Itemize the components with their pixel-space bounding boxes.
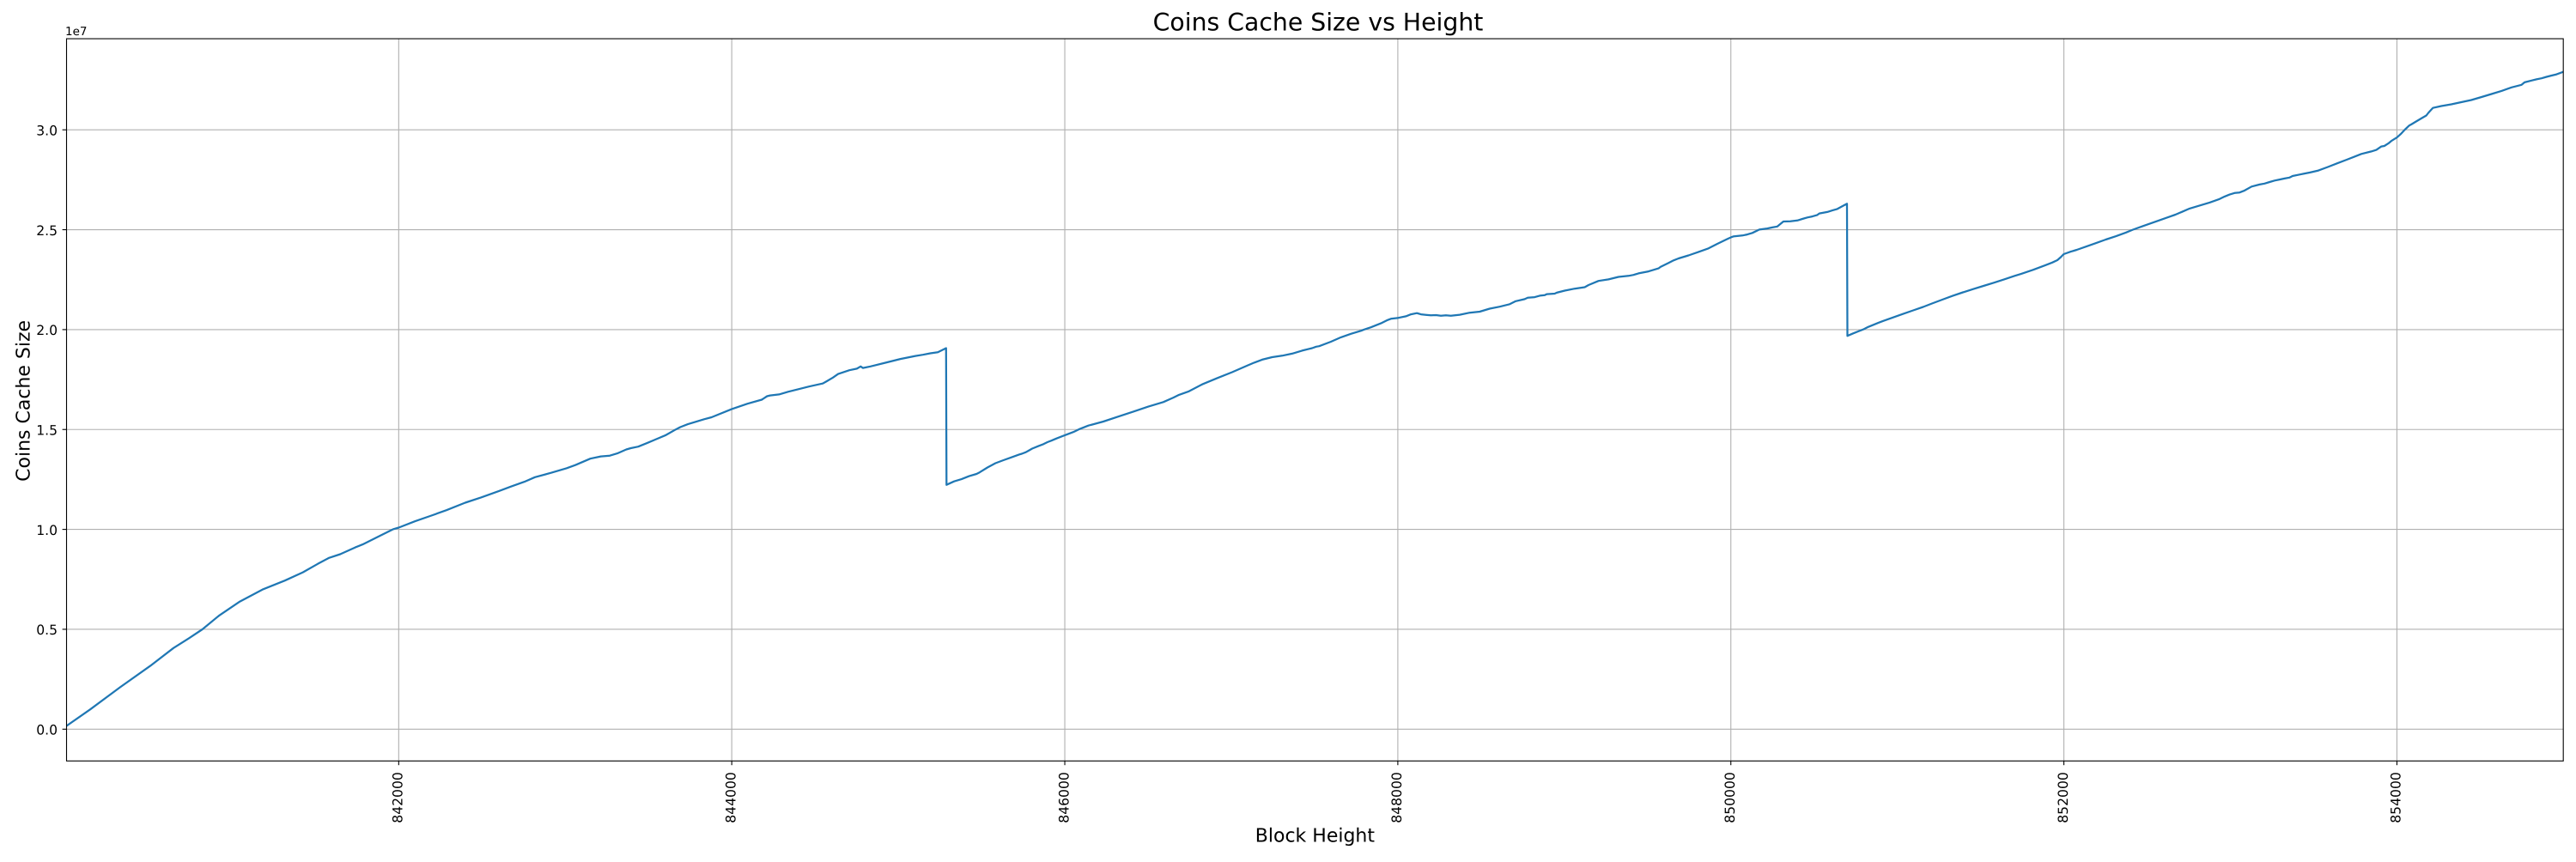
chart-title: Coins Cache Size vs Height (1153, 8, 1484, 36)
x-axis-label: Block Height (1255, 826, 1376, 847)
y-tick-labels: 0.0 0.5 1.0 1.5 2.0 2.5 3.0 (36, 123, 58, 738)
x-tick-label: 848000 (1389, 772, 1405, 823)
y-tick-label: 0.5 (36, 622, 58, 638)
y-tick-label: 3.0 (36, 123, 58, 138)
y-axis-offset-label: 1e7 (65, 25, 87, 39)
x-tick-label: 854000 (2389, 772, 2404, 823)
y-tick-label: 1.5 (36, 422, 58, 438)
grid-lines (66, 39, 2564, 762)
x-tick-label: 846000 (1056, 772, 1072, 823)
y-axis-label: Coins Cache Size (14, 320, 35, 482)
axes-frame (65, 38, 2564, 762)
data-series (66, 70, 2564, 727)
y-tick-label: 2.0 (36, 323, 58, 338)
y-tick-label: 0.0 (36, 723, 58, 738)
series-line-coins-cache-size (66, 70, 2564, 727)
x-tick-label: 842000 (391, 772, 406, 823)
x-tick-label: 844000 (723, 772, 738, 823)
y-tick-label: 1.0 (36, 523, 58, 538)
x-tick-labels: 842000 844000 846000 848000 850000 852000 8540… (391, 772, 2404, 823)
y-tick-label: 2.5 (36, 223, 58, 239)
x-tick-label: 852000 (2056, 772, 2071, 823)
x-tick-label: 850000 (1722, 772, 1738, 823)
tick-marks (62, 129, 2397, 766)
